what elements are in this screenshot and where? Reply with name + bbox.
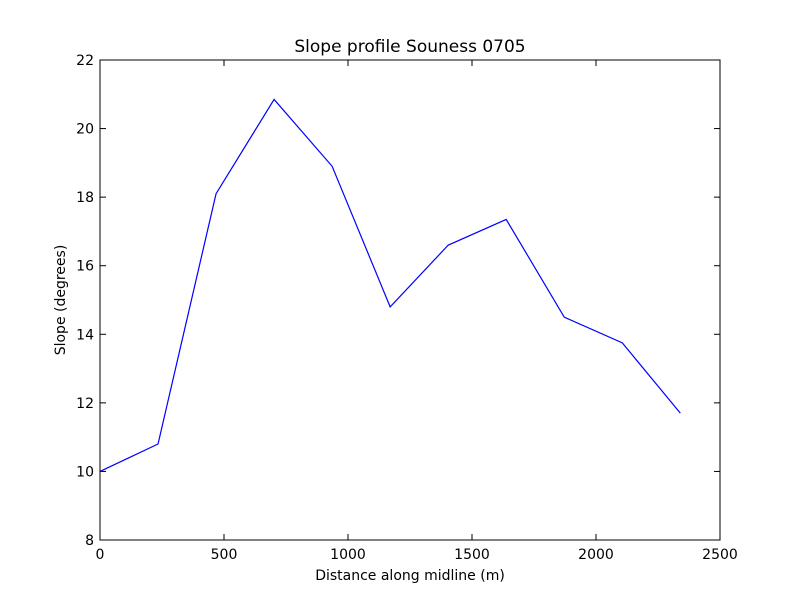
ticks-layer: 0 500 1000 1500 2000 2500 8 10 12 14 16 18 20 22 [76,53,738,563]
y-tick-label: 18 [76,190,94,206]
x-tick-label: 2500 [702,547,738,563]
x-tick-label: 1000 [330,547,366,563]
y-tick-label: 22 [76,53,94,69]
y-tick-label: 20 [76,122,94,138]
y-tick-label: 16 [76,259,94,275]
series-layer [99,98,681,472]
x-tick-label: 1500 [454,547,490,563]
y-tick-label: 10 [76,464,94,480]
x-tick-label: 0 [96,547,105,563]
chart-title: Slope profile Souness 0705 [294,37,525,57]
y-axis-title: Slope (degrees) [53,245,69,356]
x-tick-label: 500 [211,547,238,563]
y-tick-label: 12 [76,396,94,412]
plot-frame [99,59,721,541]
x-tick-label: 2000 [578,547,614,563]
y-tick-label: 8 [85,533,94,549]
x-axis-title: Distance along midline (m) [315,568,505,584]
plot-area [100,60,720,540]
y-tick-label: 14 [76,327,94,343]
